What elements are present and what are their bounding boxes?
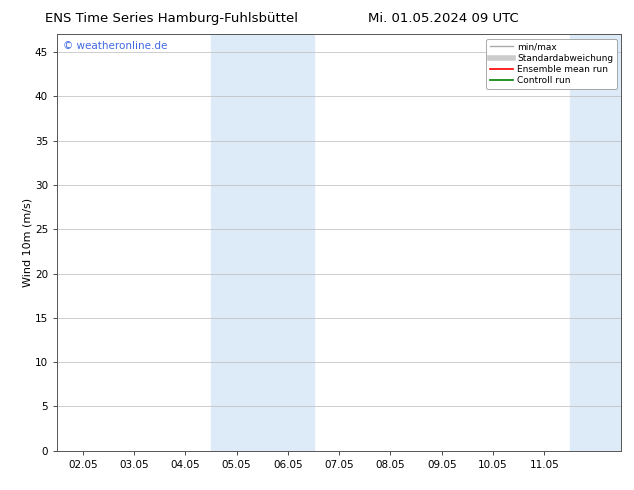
Text: Mi. 01.05.2024 09 UTC: Mi. 01.05.2024 09 UTC [368,12,519,25]
Text: © weatheronline.de: © weatheronline.de [63,41,167,50]
Text: ENS Time Series Hamburg-Fuhlsbüttel: ENS Time Series Hamburg-Fuhlsbüttel [44,12,298,25]
Y-axis label: Wind 10m (m/s): Wind 10m (m/s) [22,198,32,287]
Bar [211,34,314,451]
Bar [570,34,621,451]
Legend: min/max, Standardabweichung, Ensemble mean run, Controll run: min/max, Standardabweichung, Ensemble me… [486,39,617,89]
